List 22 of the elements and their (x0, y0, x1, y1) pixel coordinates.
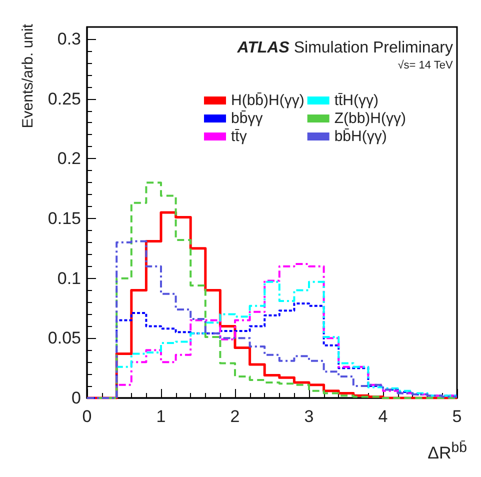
x-tick-label: 1 (156, 407, 166, 426)
x-axis-title: ΔR$^{bb̄}$ (428, 440, 467, 464)
legend-label: bb̄H(γγ) (334, 128, 387, 145)
legend-label: tt̄H(γγ) (334, 92, 379, 109)
x-tick-label: 4 (378, 407, 388, 426)
y-axis-title: Events/arb. unit (20, 23, 36, 128)
y-tick-label: 0.1 (57, 268, 81, 288)
annotation: √s= 14 TeV (398, 60, 454, 72)
x-tick-label: 5 (452, 407, 462, 426)
y-tick-label: 0 (72, 388, 81, 408)
legend-label: H(bb̄)H(γγ) (231, 92, 304, 109)
annotation: ATLAS Simulation Preliminary (236, 40, 453, 56)
legend-label: tt̄γ (231, 128, 248, 145)
x-tick-label: 2 (230, 407, 240, 426)
y-tick-label: 0.05 (48, 328, 81, 348)
y-tick-label: 0.2 (57, 149, 81, 168)
legend-label: Z(bb)H(γγ) (334, 110, 406, 127)
legend-label: bb̄γγ (231, 110, 264, 127)
x-tick-label: 3 (304, 407, 314, 426)
y-tick-label: 0.15 (48, 208, 81, 228)
y-tick-label: 0.25 (48, 89, 81, 108)
y-tick-label: 0.3 (57, 29, 81, 48)
